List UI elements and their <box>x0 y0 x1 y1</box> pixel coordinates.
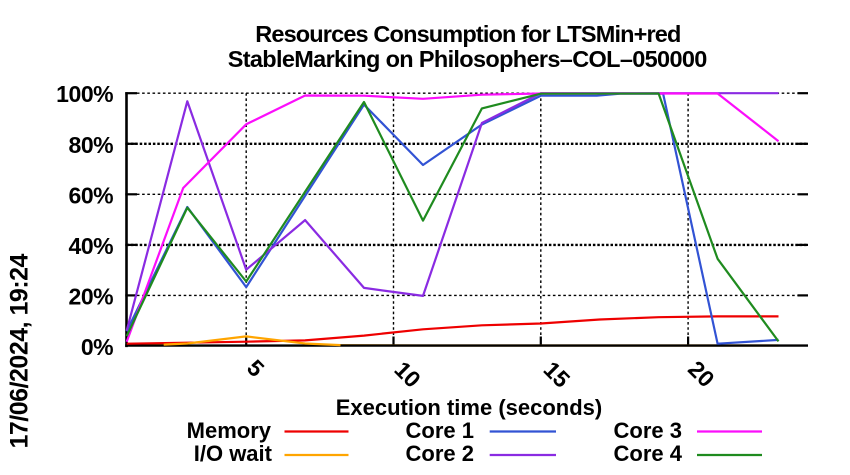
svg-text:60%: 60% <box>69 182 114 208</box>
svg-text:Core 2: Core 2 <box>406 441 474 466</box>
svg-text:I/O wait: I/O wait <box>194 441 273 466</box>
svg-text:17/06/2024, 19:24: 17/06/2024, 19:24 <box>6 253 34 448</box>
svg-text:StableMarking on Philosophers–: StableMarking on Philosophers–COL–050000 <box>228 46 708 72</box>
svg-text:Execution time (seconds): Execution time (seconds) <box>336 395 603 420</box>
svg-text:Memory: Memory <box>187 418 272 443</box>
svg-text:Resources Consumption for LTSM: Resources Consumption for LTSMin+red <box>255 21 680 47</box>
svg-text:Core 4: Core 4 <box>614 441 683 466</box>
svg-text:100%: 100% <box>56 81 113 107</box>
svg-text:0%: 0% <box>81 334 113 360</box>
svg-text:Core 3: Core 3 <box>614 418 682 443</box>
svg-text:80%: 80% <box>69 132 114 158</box>
svg-text:20%: 20% <box>69 283 114 309</box>
svg-text:Core 1: Core 1 <box>406 418 474 443</box>
svg-text:40%: 40% <box>69 233 114 259</box>
